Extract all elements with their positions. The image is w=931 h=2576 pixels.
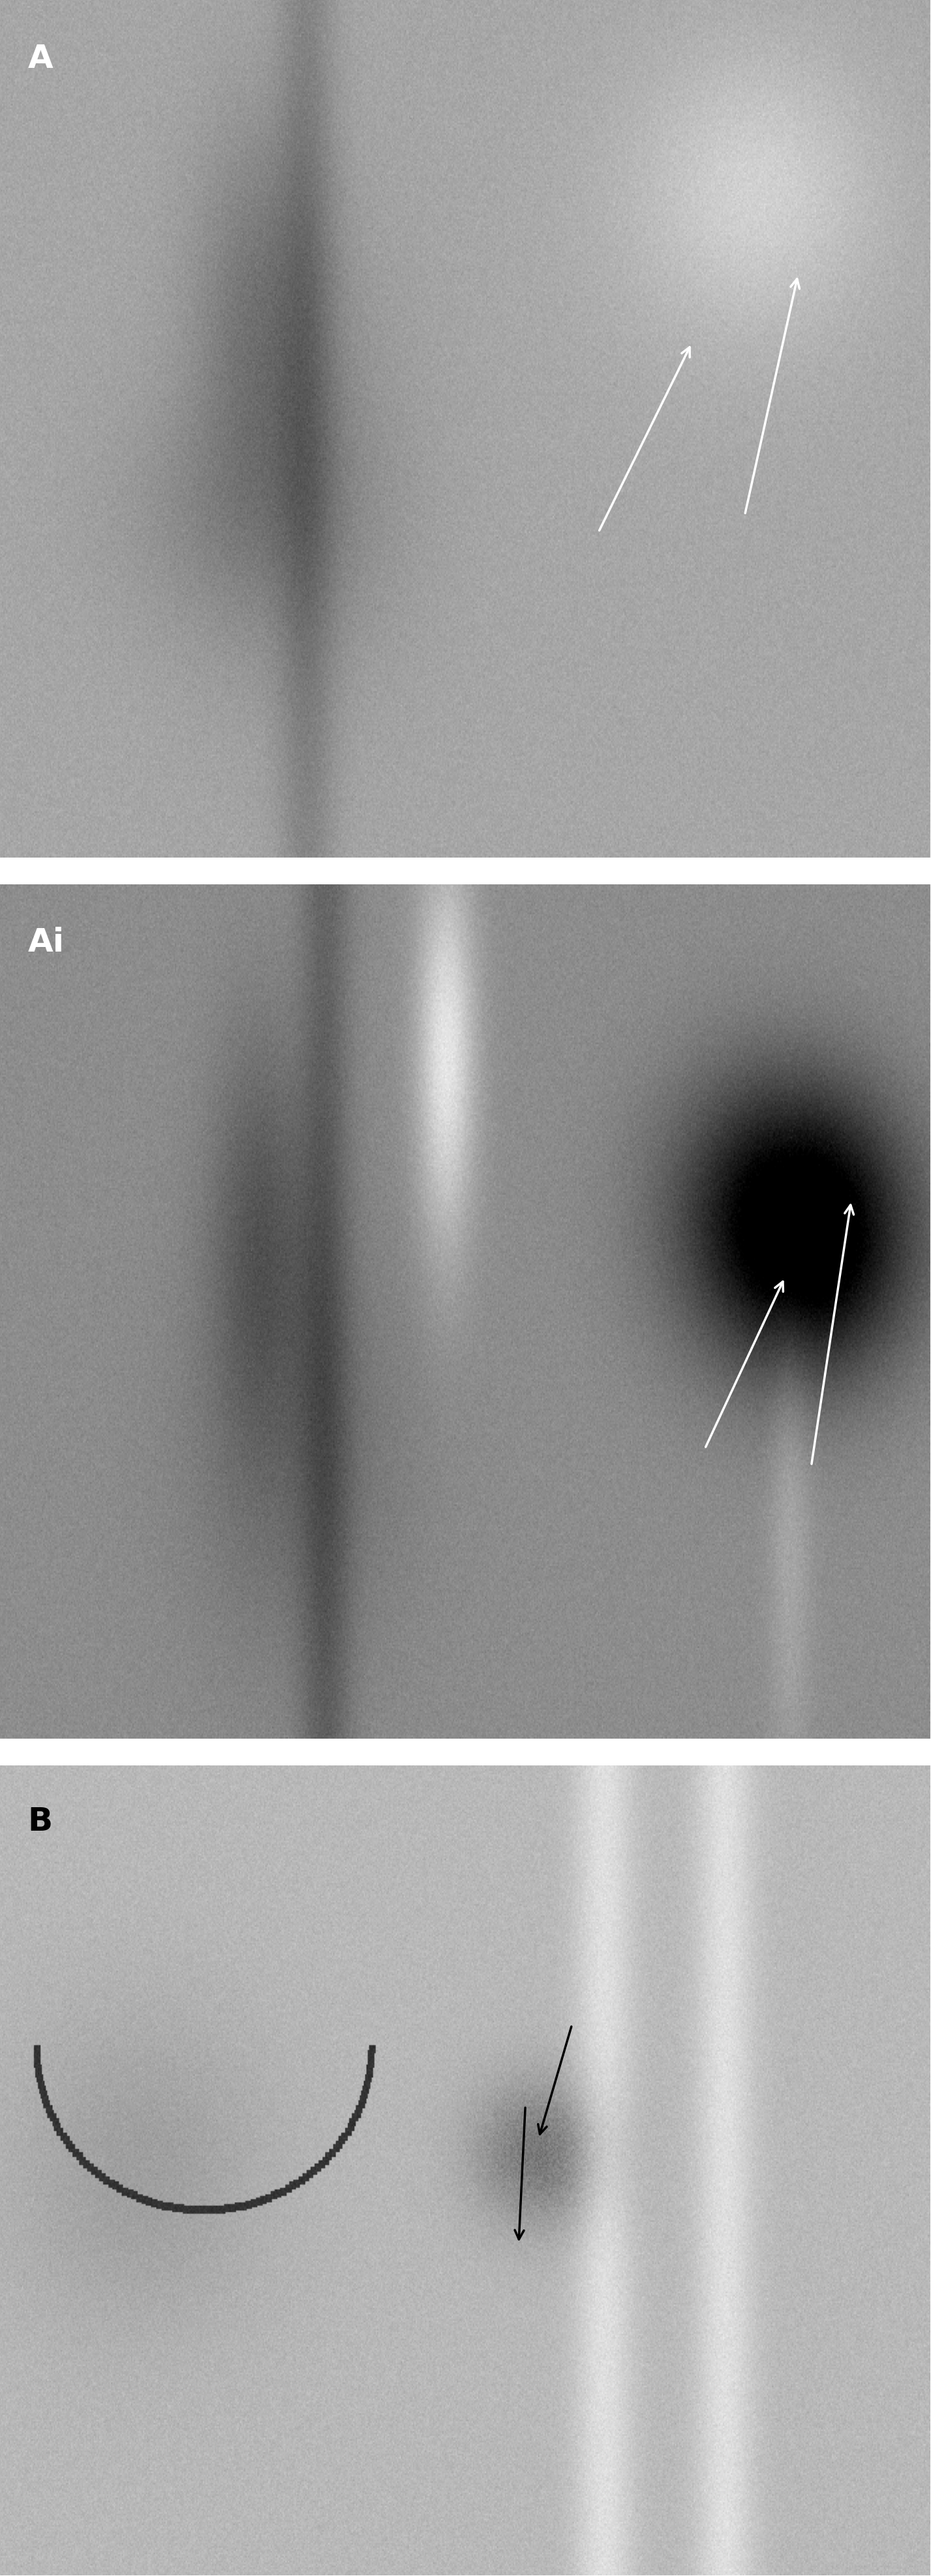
Text: Ai: Ai — [28, 927, 64, 958]
Text: A: A — [28, 44, 53, 75]
Text: B: B — [28, 1806, 53, 1837]
